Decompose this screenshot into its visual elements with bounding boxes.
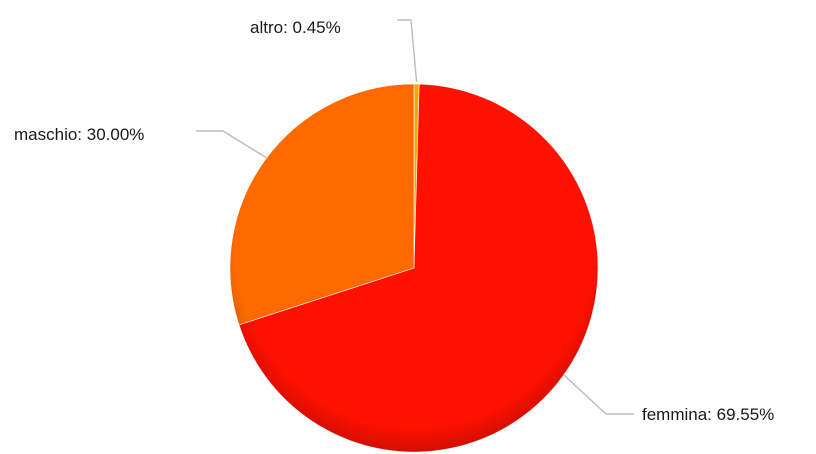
slice-label-altro: altro: 0.45% xyxy=(250,18,341,37)
slice-label-femmina: femmina: 69.55% xyxy=(642,405,774,424)
slice-labels: altro: 0.45% femmina: 69.55% maschio: 30… xyxy=(14,18,774,424)
pie-slices xyxy=(229,83,599,453)
slice-label-maschio: maschio: 30.00% xyxy=(14,125,144,144)
leader-line-femmina xyxy=(563,374,634,415)
leader-lines xyxy=(196,19,634,415)
leader-line-maschio xyxy=(196,130,267,159)
leader-line-altro xyxy=(397,19,418,83)
